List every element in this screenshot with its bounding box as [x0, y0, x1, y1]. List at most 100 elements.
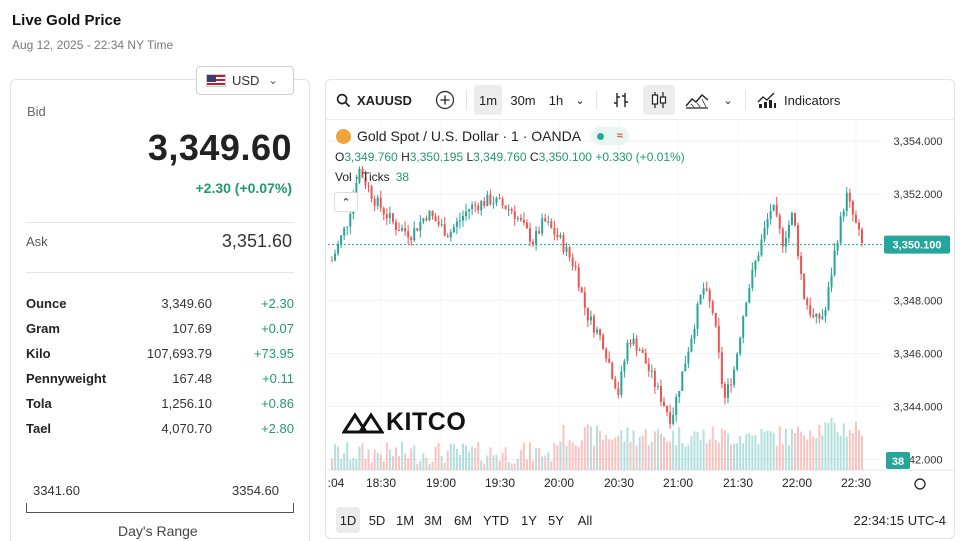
candle-body — [809, 305, 812, 315]
unit-change: +0.86 — [261, 396, 294, 411]
volume-bar — [370, 462, 373, 470]
volume-bar — [626, 427, 629, 470]
volume-bar — [391, 456, 394, 470]
compare-symbol-button[interactable] — [430, 85, 460, 115]
candle-body — [824, 310, 827, 317]
candle-body — [769, 210, 772, 219]
volume-bar — [434, 447, 437, 470]
range-all[interactable]: All — [577, 512, 593, 528]
collapse-legend-button[interactable]: ⌃ — [334, 192, 358, 212]
volume-bar — [772, 432, 775, 470]
x-tick-label: 19:30 — [485, 476, 515, 490]
volume-bar — [538, 448, 541, 470]
candle-body — [565, 247, 568, 252]
price-chart[interactable]: 3,354.0003,352.0003,350.0003,348.0003,34… — [326, 120, 955, 500]
volume-bar — [361, 443, 364, 470]
range-1y[interactable]: 1Y — [521, 512, 537, 528]
chevron-up-icon: ⌃ — [341, 196, 351, 209]
volume-bar — [431, 461, 434, 470]
candle-body — [842, 210, 845, 217]
indicators-button[interactable]: Indicators — [757, 85, 857, 115]
range-1d[interactable]: 1D — [336, 507, 360, 533]
candle-body — [385, 214, 388, 219]
volume-bar — [446, 450, 449, 470]
chart-toolbar: XAUUSD 1m 30m 1h ⌄ ⌄ Indicators — [326, 80, 954, 120]
bar-chart-type-button[interactable] — [606, 85, 636, 115]
volume-bar — [812, 436, 815, 470]
volume-bar — [352, 457, 355, 470]
volume-bar — [644, 429, 647, 470]
volume-bar — [793, 433, 796, 470]
volume-tag — [886, 452, 910, 469]
candle-body — [510, 208, 513, 212]
x-tick-label: 19:00 — [426, 476, 456, 490]
candle-body — [416, 228, 419, 231]
volume-bar — [803, 435, 806, 470]
volume-bar — [830, 417, 833, 470]
settings-gear-icon[interactable] — [914, 478, 926, 490]
interval-30m[interactable]: 30m — [510, 92, 536, 108]
candle-body — [413, 228, 416, 241]
candle-body — [806, 298, 809, 306]
candle-body — [586, 307, 589, 321]
volume-bar — [550, 461, 553, 470]
candle-body — [404, 228, 407, 232]
unit-name: Ounce — [26, 296, 67, 311]
unit-price: 4,070.70 — [161, 421, 212, 436]
day-range-bar — [26, 503, 294, 513]
unit-name: Tola — [26, 396, 52, 411]
range-5y[interactable]: 5Y — [548, 512, 564, 528]
volume-bar — [553, 443, 556, 470]
range-5d[interactable]: 5D — [368, 512, 386, 528]
candle-body — [519, 218, 522, 221]
volume-bar — [455, 448, 458, 470]
candle-chart-type-button[interactable] — [643, 85, 675, 115]
candle-body — [800, 256, 803, 274]
candle-body — [410, 237, 413, 241]
y-tick-label: 3,344.000 — [894, 401, 943, 413]
candle-body — [602, 335, 605, 350]
candle-body — [562, 235, 565, 252]
volume-bar — [605, 435, 608, 470]
symbol-search[interactable]: XAUUSD — [336, 85, 416, 115]
candle-body — [760, 239, 763, 256]
volume-bar — [742, 443, 745, 470]
interval-1h[interactable]: 1h — [548, 92, 564, 108]
candle-body — [334, 253, 337, 261]
range-1m[interactable]: 1M — [395, 512, 415, 528]
candle-body — [492, 203, 495, 205]
range-ytd[interactable]: YTD — [483, 512, 509, 528]
market-status-pill[interactable]: ≈ — [591, 127, 630, 145]
candle-body — [498, 197, 501, 199]
candle-body — [766, 218, 769, 228]
chart-type-dropdown[interactable]: ⌄ — [719, 85, 737, 115]
last-price-label: 3,350.100 — [893, 240, 942, 252]
volume-bar — [821, 435, 824, 470]
currency-select[interactable]: USD ⌄ — [196, 66, 294, 95]
low-value: 3,349.760 — [473, 150, 527, 164]
wave-icon: ≈ — [616, 130, 623, 142]
interval-dropdown[interactable]: ⌄ — [571, 85, 589, 115]
candle-body — [474, 204, 477, 206]
volume-bar — [483, 463, 486, 470]
range-3m[interactable]: 3M — [423, 512, 443, 528]
interval-1m[interactable]: 1m — [474, 85, 502, 115]
candle-body — [541, 218, 544, 234]
volume-bar — [562, 424, 565, 470]
candle-body — [702, 288, 705, 295]
range-6m[interactable]: 6M — [453, 512, 473, 528]
unit-row-ounce: Ounce 3,349.60 +2.30 — [26, 296, 294, 316]
volume-bar — [632, 430, 635, 470]
volume-bar — [851, 432, 854, 470]
chart-panel: XAUUSD 1m 30m 1h ⌄ ⌄ Indicators 3,354.0 — [325, 79, 955, 539]
candle-body — [547, 221, 550, 223]
candle-body — [458, 220, 461, 222]
volume-bar — [468, 451, 471, 470]
volume-value: 38 — [395, 170, 410, 184]
candle-body — [790, 212, 793, 225]
candle-body — [331, 260, 333, 262]
area-chart-type-button[interactable] — [682, 85, 712, 115]
volume-bar — [617, 435, 620, 470]
volume-bar — [586, 424, 589, 470]
candle-body — [730, 384, 733, 386]
